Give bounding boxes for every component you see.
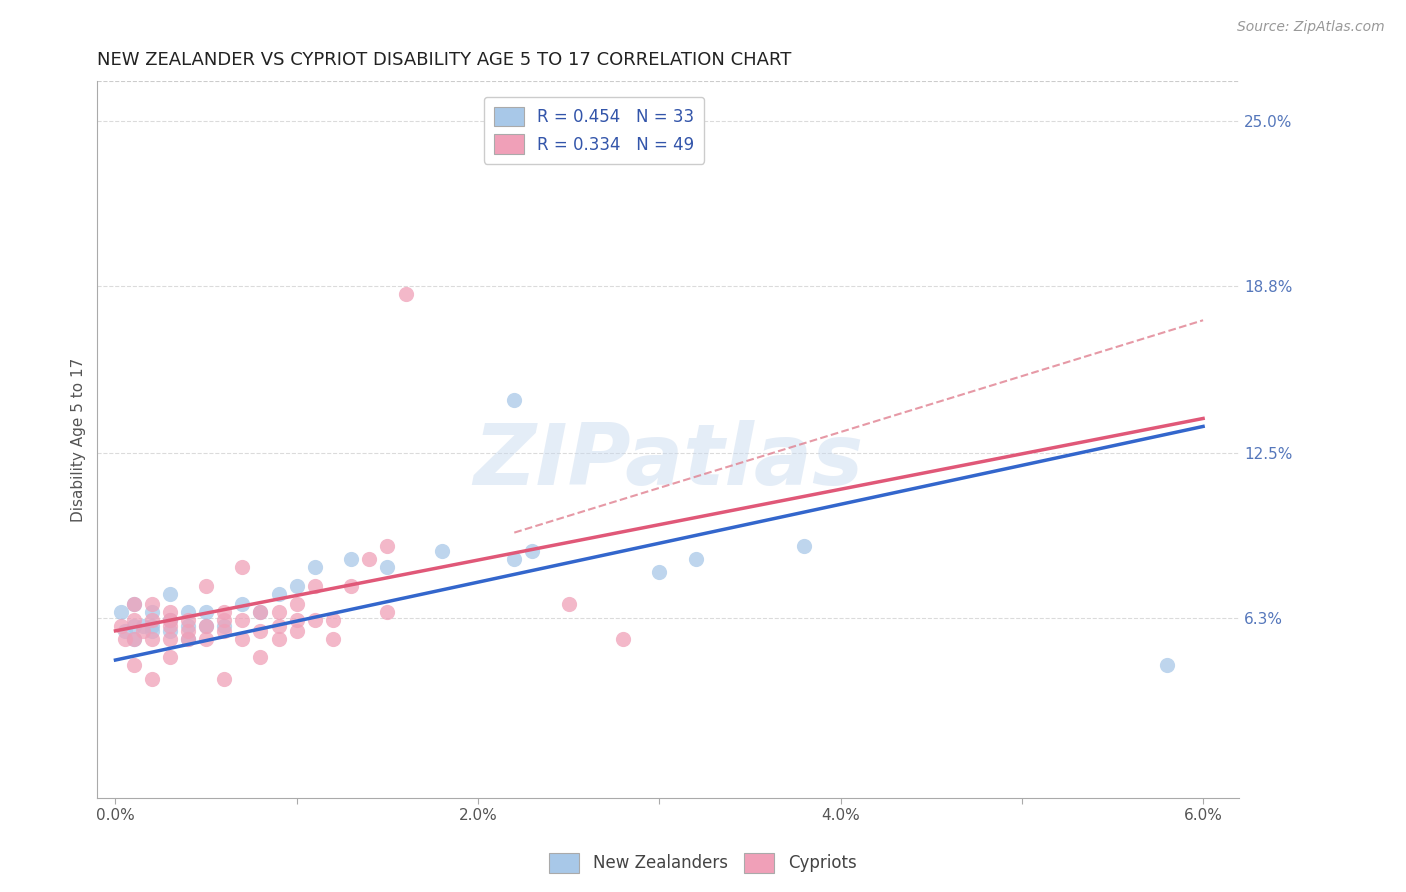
Point: [195, 618, 218, 632]
Point: [141, 613, 163, 627]
Point: [122, 613, 145, 627]
Point: [285, 624, 308, 638]
Point: [285, 613, 308, 627]
Point: [304, 579, 326, 593]
Point: [131, 624, 153, 638]
Point: [249, 605, 271, 619]
Point: [267, 587, 290, 601]
Point: [177, 605, 200, 619]
Point: [249, 624, 271, 638]
Point: [195, 632, 218, 646]
Point: [377, 560, 399, 574]
Point: [267, 605, 290, 619]
Point: [359, 552, 381, 566]
Point: [122, 597, 145, 611]
Point: [141, 624, 163, 638]
Point: [177, 613, 200, 627]
Text: ZIPatlas: ZIPatlas: [474, 420, 863, 503]
Point: [394, 286, 416, 301]
Point: [159, 624, 181, 638]
Point: [159, 605, 181, 619]
Point: [141, 672, 163, 686]
Point: [212, 672, 235, 686]
Point: [231, 632, 253, 646]
Point: [159, 632, 181, 646]
Point: [159, 613, 181, 627]
Point: [377, 539, 399, 553]
Point: [122, 658, 145, 673]
Point: [430, 544, 453, 558]
Point: [231, 613, 253, 627]
Point: [195, 605, 218, 619]
Point: [285, 579, 308, 593]
Point: [322, 613, 344, 627]
Point: [612, 632, 634, 646]
Point: [177, 624, 200, 638]
Point: [110, 618, 132, 632]
Point: [122, 632, 145, 646]
Point: [110, 605, 132, 619]
Point: [648, 566, 671, 580]
Point: [177, 632, 200, 646]
Point: [141, 632, 163, 646]
Point: [122, 618, 145, 632]
Point: [212, 605, 235, 619]
Point: [267, 632, 290, 646]
Point: [340, 552, 363, 566]
Point: [177, 632, 200, 646]
Point: [159, 618, 181, 632]
Point: [141, 597, 163, 611]
Point: [212, 618, 235, 632]
Point: [131, 618, 153, 632]
Point: [122, 632, 145, 646]
Point: [212, 624, 235, 638]
Point: [159, 613, 181, 627]
Point: [177, 618, 200, 632]
Point: [522, 544, 544, 558]
Point: [249, 605, 271, 619]
Point: [141, 618, 163, 632]
Point: [114, 632, 136, 646]
Text: NEW ZEALANDER VS CYPRIOT DISABILITY AGE 5 TO 17 CORRELATION CHART: NEW ZEALANDER VS CYPRIOT DISABILITY AGE …: [97, 51, 792, 69]
Point: [231, 597, 253, 611]
Point: [212, 613, 235, 627]
Point: [249, 650, 271, 665]
Point: [267, 618, 290, 632]
Point: [285, 597, 308, 611]
Point: [793, 539, 815, 553]
Legend: New Zealanders, Cypriots: New Zealanders, Cypriots: [543, 847, 863, 880]
Point: [503, 392, 526, 407]
Text: Source: ZipAtlas.com: Source: ZipAtlas.com: [1237, 20, 1385, 34]
Point: [195, 579, 218, 593]
Point: [1156, 658, 1178, 673]
Point: [304, 560, 326, 574]
Point: [503, 552, 526, 566]
Point: [159, 650, 181, 665]
Point: [141, 605, 163, 619]
Point: [114, 624, 136, 638]
Point: [231, 560, 253, 574]
Point: [685, 552, 707, 566]
Point: [557, 597, 579, 611]
Point: [340, 579, 363, 593]
Legend: R = 0.454   N = 33, R = 0.334   N = 49: R = 0.454 N = 33, R = 0.334 N = 49: [484, 97, 704, 163]
Point: [159, 587, 181, 601]
Y-axis label: Disability Age 5 to 17: Disability Age 5 to 17: [72, 358, 86, 522]
Point: [322, 632, 344, 646]
Point: [377, 605, 399, 619]
Point: [122, 597, 145, 611]
Point: [195, 618, 218, 632]
Point: [304, 613, 326, 627]
